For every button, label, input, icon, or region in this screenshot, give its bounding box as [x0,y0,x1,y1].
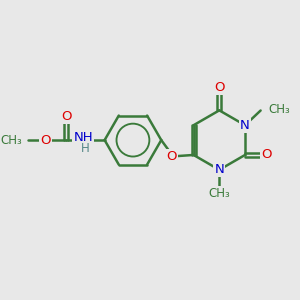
Text: O: O [40,134,51,147]
Text: O: O [261,148,271,161]
Text: O: O [214,81,224,94]
Text: CH₃: CH₃ [208,188,230,200]
Text: NH: NH [73,131,93,144]
Text: CH₃: CH₃ [0,134,22,147]
Text: N: N [240,119,250,132]
Text: N: N [214,163,224,176]
Text: CH₃: CH₃ [268,103,290,116]
Text: H: H [81,142,90,154]
Text: O: O [61,110,71,123]
Text: O: O [167,150,177,163]
